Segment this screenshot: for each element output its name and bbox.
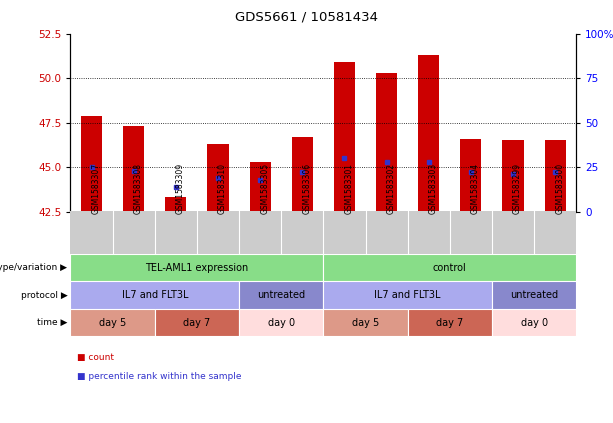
Bar — [418, 55, 440, 212]
Bar — [70, 254, 324, 281]
Bar — [70, 309, 154, 336]
Text: GSM1583305: GSM1583305 — [260, 162, 269, 214]
Bar — [460, 139, 481, 212]
Bar — [166, 197, 186, 212]
Bar — [376, 73, 397, 212]
Bar — [239, 281, 324, 309]
Text: GSM1583300: GSM1583300 — [555, 162, 564, 214]
Text: day 7: day 7 — [436, 318, 463, 327]
Text: day 0: day 0 — [520, 318, 547, 327]
Text: day 7: day 7 — [183, 318, 210, 327]
Text: IL7 and FLT3L: IL7 and FLT3L — [121, 290, 188, 300]
Bar — [70, 281, 239, 309]
Text: ■ count: ■ count — [77, 353, 113, 362]
Bar — [324, 281, 492, 309]
Text: GSM1583306: GSM1583306 — [302, 162, 311, 214]
Bar — [324, 254, 576, 281]
Bar — [249, 162, 271, 212]
Bar — [154, 309, 239, 336]
Text: GSM1583308: GSM1583308 — [134, 162, 143, 214]
Bar — [292, 137, 313, 212]
Text: day 5: day 5 — [352, 318, 379, 327]
Text: untreated: untreated — [510, 290, 558, 300]
Text: IL7 and FLT3L: IL7 and FLT3L — [375, 290, 441, 300]
Text: time ▶: time ▶ — [37, 318, 67, 327]
Text: ■ percentile rank within the sample: ■ percentile rank within the sample — [77, 372, 241, 381]
Bar — [492, 309, 576, 336]
Text: GSM1583302: GSM1583302 — [387, 162, 395, 214]
Text: GSM1583307: GSM1583307 — [91, 162, 101, 214]
Text: GSM1583303: GSM1583303 — [428, 162, 438, 214]
Text: untreated: untreated — [257, 290, 305, 300]
Text: GSM1583310: GSM1583310 — [218, 162, 227, 214]
Text: GSM1583301: GSM1583301 — [345, 162, 354, 214]
Bar — [81, 115, 102, 212]
Bar — [408, 309, 492, 336]
Text: day 0: day 0 — [268, 318, 295, 327]
Text: GDS5661 / 10581434: GDS5661 / 10581434 — [235, 11, 378, 24]
Bar — [492, 281, 576, 309]
Bar — [239, 309, 324, 336]
Text: TEL-AML1 expression: TEL-AML1 expression — [145, 263, 248, 272]
Text: genotype/variation ▶: genotype/variation ▶ — [0, 263, 67, 272]
Bar — [207, 144, 229, 212]
Bar — [334, 62, 355, 212]
Text: GSM1583304: GSM1583304 — [471, 162, 480, 214]
Text: control: control — [433, 263, 466, 272]
Bar — [123, 126, 144, 212]
Bar — [503, 140, 524, 212]
Bar — [324, 309, 408, 336]
Text: day 5: day 5 — [99, 318, 126, 327]
Text: protocol ▶: protocol ▶ — [21, 291, 67, 299]
Text: GSM1583309: GSM1583309 — [176, 162, 185, 214]
Text: GSM1583299: GSM1583299 — [513, 162, 522, 214]
Bar — [544, 140, 566, 212]
